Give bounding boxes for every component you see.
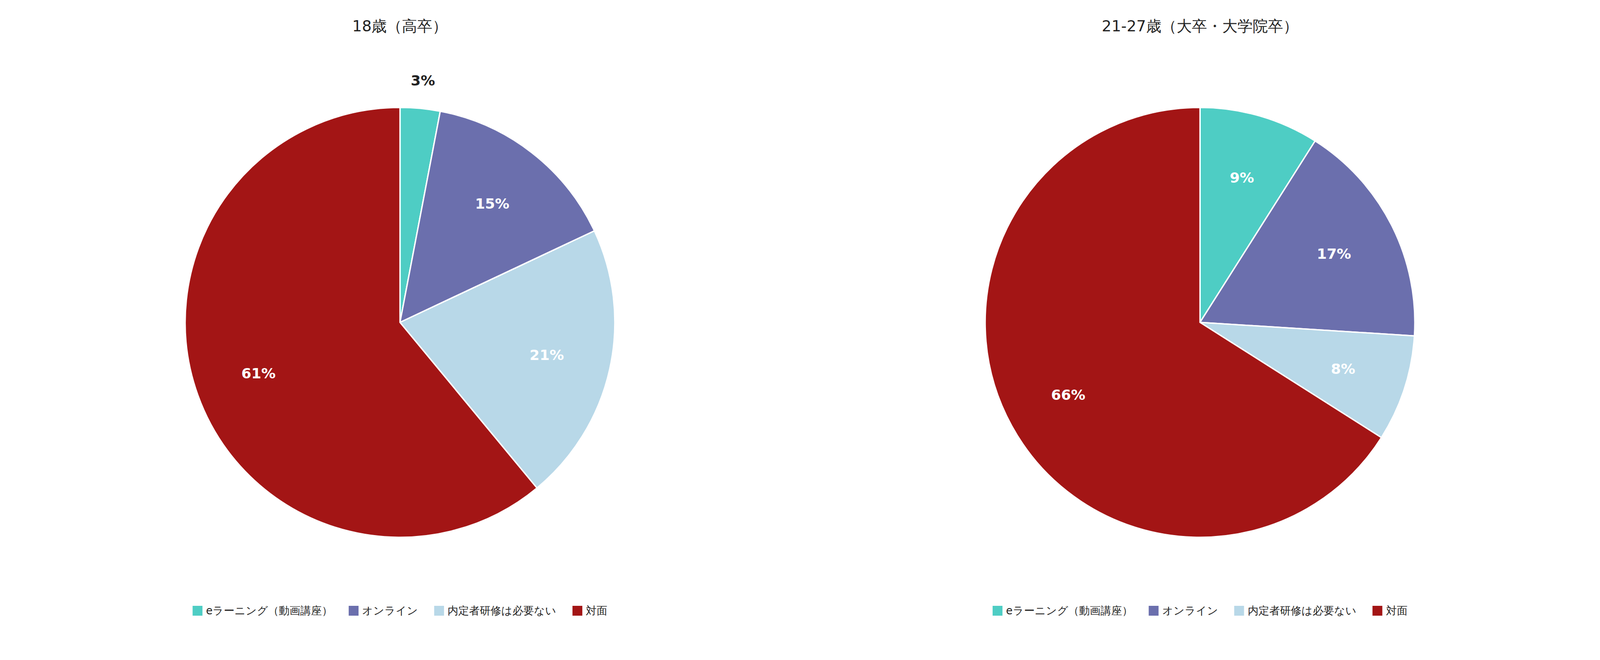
data-labels: 3% 15% 21% 61% bbox=[241, 72, 564, 382]
legend-item: eラーニング（動画講座） bbox=[992, 604, 1133, 617]
legend-item: オンライン bbox=[1148, 604, 1219, 617]
pie-slices bbox=[185, 107, 615, 538]
legend-swatch bbox=[1148, 605, 1159, 616]
legend-label: eラーニング（動画講座） bbox=[205, 604, 333, 617]
data-label: 15% bbox=[474, 195, 510, 213]
pie-slice bbox=[1199, 140, 1415, 336]
data-labels: 9% 17% 8% 66% bbox=[1051, 169, 1356, 404]
data-label: 17% bbox=[1316, 245, 1352, 263]
data-label: 21% bbox=[529, 346, 564, 364]
legend-label: オンライン bbox=[1162, 604, 1219, 617]
legend-swatch bbox=[572, 605, 583, 616]
legend-swatch bbox=[1234, 605, 1245, 616]
legend-item: 対面 bbox=[572, 604, 608, 617]
legend-swatch bbox=[192, 605, 203, 616]
legend: eラーニング（動画講座） オンライン 内定者研修は必要ない 対面 bbox=[192, 604, 608, 617]
legend-swatch bbox=[1372, 605, 1383, 616]
data-label: 3% bbox=[410, 72, 436, 90]
data-label: 8% bbox=[1331, 360, 1356, 378]
legend-swatch bbox=[434, 605, 444, 616]
legend-label: eラーニング（動画講座） bbox=[1006, 604, 1133, 617]
legend-label: 対面 bbox=[1386, 604, 1408, 617]
pie-chart: 18歳（高卒） 3% 15% 21% 61% eラーニング（動画講座） オンライン 内定者研修… bbox=[185, 17, 615, 617]
legend-swatch bbox=[348, 605, 359, 616]
legend-item: 内定者研修は必要ない bbox=[1234, 604, 1357, 617]
legend-label: 内定者研修は必要ない bbox=[1247, 604, 1357, 617]
pie-chart: 21-27歳（大卒・大学院卒） 9% 17% 8% 66% eラーニング（動画講座） オンラ… bbox=[985, 17, 1415, 617]
legend-label: 内定者研修は必要ない bbox=[447, 604, 557, 617]
legend-item: eラーニング（動画講座） bbox=[192, 604, 333, 617]
pie-slice bbox=[185, 107, 538, 538]
legend-item: 内定者研修は必要ない bbox=[434, 604, 557, 617]
data-label: 9% bbox=[1229, 169, 1255, 187]
legend: eラーニング（動画講座） オンライン 内定者研修は必要ない 対面 bbox=[992, 604, 1408, 617]
legend-item: オンライン bbox=[348, 604, 419, 617]
data-label: 61% bbox=[241, 364, 276, 382]
chart-title: 21-27歳（大卒・大学院卒） bbox=[1101, 17, 1299, 35]
legend-label: オンライン bbox=[362, 604, 419, 617]
chart-title: 18歳（高卒） bbox=[352, 17, 448, 35]
pie-slices bbox=[985, 107, 1415, 538]
legend-item: 対面 bbox=[1372, 604, 1408, 617]
chart-canvas: 18歳（高卒） 3% 15% 21% 61% eラーニング（動画講座） オンライン 内定者研修… bbox=[0, 0, 1600, 660]
legend-label: 対面 bbox=[585, 604, 608, 617]
legend-swatch bbox=[992, 605, 1003, 616]
data-label: 66% bbox=[1051, 386, 1086, 404]
pie-slice bbox=[985, 107, 1382, 538]
